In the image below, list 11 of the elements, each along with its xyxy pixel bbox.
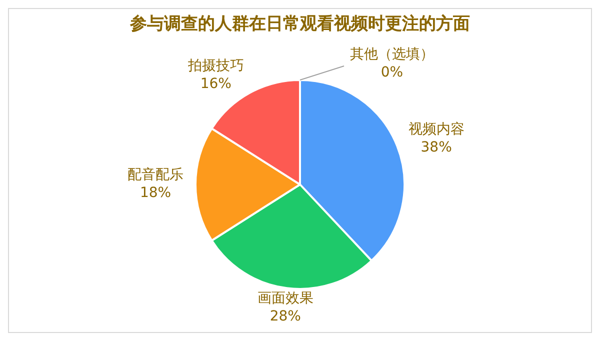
- text: 0%: [380, 64, 404, 81]
- data-label: 38%: [420, 139, 452, 156]
- chart-title: 参与调查的人群在日常观看视频时更注的方面: [129, 13, 471, 36]
- category-label: 其他（选填）: [350, 46, 434, 63]
- slice-label: 视频内容: [408, 121, 464, 138]
- slice-label: 配音配乐: [128, 167, 184, 184]
- slice-label: 画面效果: [257, 290, 314, 307]
- data-label: 18%: [140, 185, 172, 202]
- slice-label: 拍摄技巧: [186, 58, 244, 74]
- data-label: 28%: [270, 308, 301, 325]
- data-label: 16%: [200, 76, 232, 92]
